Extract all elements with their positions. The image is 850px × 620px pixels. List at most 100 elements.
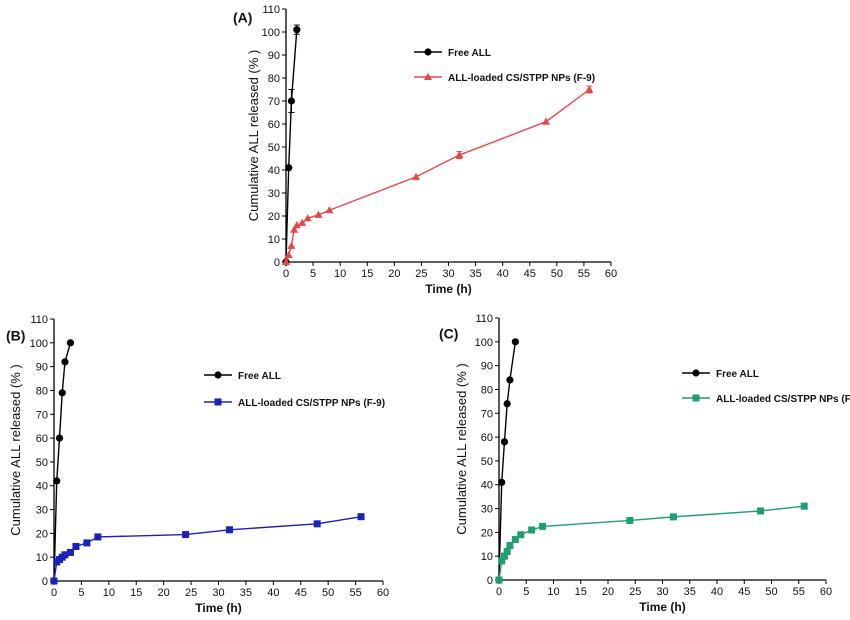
data-point bbox=[285, 164, 293, 172]
series-1 bbox=[282, 24, 301, 266]
x-tick-label: 20 bbox=[388, 268, 400, 280]
x-tick-label: 30 bbox=[442, 268, 454, 280]
data-point bbox=[528, 526, 536, 534]
data-point bbox=[66, 548, 74, 556]
x-tick-label: 40 bbox=[497, 268, 509, 280]
data-point bbox=[800, 502, 808, 510]
data-point bbox=[282, 257, 290, 265]
data-point bbox=[357, 513, 365, 521]
x-tick-label: 45 bbox=[738, 586, 750, 598]
data-point bbox=[585, 85, 594, 93]
y-tick-label: 30 bbox=[36, 505, 48, 517]
x-tick-label: 20 bbox=[602, 586, 614, 598]
x-tick-label: 10 bbox=[547, 586, 559, 598]
y-tick-label: 20 bbox=[36, 528, 48, 540]
x-tick-label: 10 bbox=[103, 587, 115, 599]
data-point bbox=[55, 434, 64, 442]
y-tick-label: 0 bbox=[274, 257, 280, 269]
chart-panel-2: (B) 0 5 10 15 20 25 30 35 40 45 50 55 60 0 10 20 30 40 50 60… bbox=[6, 314, 389, 615]
x-tick-label: 0 bbox=[496, 586, 502, 598]
data-point bbox=[66, 339, 75, 347]
series-line bbox=[285, 29, 298, 263]
data-point bbox=[500, 552, 508, 560]
data-point bbox=[757, 507, 765, 515]
legend-entry: Free ALL bbox=[414, 48, 491, 59]
series-1 bbox=[495, 338, 519, 584]
data-point bbox=[182, 531, 190, 539]
y-tick-label: 70 bbox=[481, 408, 493, 420]
x-tick-label: 60 bbox=[820, 586, 832, 598]
x-tick-label: 30 bbox=[656, 586, 668, 598]
series-line bbox=[53, 342, 72, 582]
legend-marker bbox=[424, 72, 432, 80]
y-tick-label: 20 bbox=[481, 527, 493, 539]
y-tick-label: 60 bbox=[36, 433, 48, 445]
legend-entry: Free ALL bbox=[682, 369, 759, 380]
x-tick-label: 60 bbox=[605, 268, 617, 280]
x-tick-label: 15 bbox=[575, 586, 587, 598]
x-tick-label: 40 bbox=[711, 586, 723, 598]
legend-marker bbox=[214, 371, 222, 379]
x-tick-label: 50 bbox=[551, 268, 563, 280]
y-tick-label: 50 bbox=[268, 142, 280, 154]
y-tick-label: 50 bbox=[481, 456, 493, 468]
data-point bbox=[495, 576, 503, 584]
y-tick-label: 30 bbox=[268, 188, 280, 200]
data-point bbox=[498, 557, 506, 565]
x-tick-label: 5 bbox=[523, 586, 529, 598]
y-tick-label: 30 bbox=[481, 504, 493, 516]
y-tick-label: 90 bbox=[481, 361, 493, 373]
data-point bbox=[53, 477, 61, 485]
data-point bbox=[314, 210, 323, 218]
data-point bbox=[539, 522, 547, 530]
legend-entry: Free ALL bbox=[204, 371, 281, 382]
data-point bbox=[83, 539, 91, 547]
series-2 bbox=[282, 85, 594, 265]
data-point bbox=[506, 541, 514, 549]
legend-label: ALL-loaded CS/STPP NPs (F-9) bbox=[448, 73, 595, 84]
data-point bbox=[412, 172, 420, 180]
x-tick-label: 45 bbox=[524, 268, 536, 280]
data-point bbox=[50, 577, 58, 585]
y-tick-label: 60 bbox=[268, 119, 280, 131]
y-tick-label: 40 bbox=[36, 481, 48, 493]
x-tick-label: 45 bbox=[295, 587, 307, 599]
y-tick-label: 110 bbox=[262, 4, 280, 16]
data-point bbox=[287, 241, 296, 249]
y-tick-label: 0 bbox=[487, 575, 493, 587]
x-axis-title: Time (h) bbox=[425, 282, 471, 296]
legend-label: Free ALL bbox=[448, 48, 491, 59]
x-tick-label: 10 bbox=[334, 268, 346, 280]
panel-label: (C) bbox=[439, 325, 458, 341]
y-tick-label: 40 bbox=[268, 165, 280, 177]
data-point bbox=[61, 551, 69, 559]
y-tick-label: 100 bbox=[475, 337, 493, 349]
data-point bbox=[313, 520, 321, 528]
x-tick-label: 25 bbox=[185, 587, 197, 599]
x-tick-label: 35 bbox=[469, 268, 481, 280]
data-point bbox=[290, 225, 299, 233]
data-point bbox=[58, 389, 66, 397]
y-tick-label: 100 bbox=[30, 338, 48, 350]
data-point bbox=[506, 376, 514, 384]
data-point bbox=[298, 218, 307, 226]
x-tick-label: 40 bbox=[267, 587, 279, 599]
chart-panel-3: (C) 0 5 10 15 20 25 30 35 40 45 50 55 60 0 10 20 30 40 50 60… bbox=[439, 313, 850, 614]
data-point bbox=[500, 438, 509, 446]
data-point bbox=[292, 221, 301, 229]
x-axis-title: Time (h) bbox=[639, 600, 685, 614]
x-tick-label: 55 bbox=[578, 268, 590, 280]
y-tick-label: 70 bbox=[36, 409, 48, 421]
data-point bbox=[503, 547, 511, 555]
series-line bbox=[285, 88, 590, 263]
x-tick-label: 25 bbox=[415, 268, 427, 280]
x-tick-label: 50 bbox=[765, 586, 777, 598]
y-tick-label: 70 bbox=[268, 96, 280, 108]
x-tick-label: 0 bbox=[51, 587, 57, 599]
x-tick-label: 15 bbox=[130, 587, 142, 599]
chart-panel-1: (A) 0 5 10 15 20 25 30 35 40 45 50 55 60 0 10 20 30 40 50 60… bbox=[233, 4, 617, 296]
x-tick-label: 20 bbox=[158, 587, 170, 599]
legend-marker bbox=[214, 398, 222, 406]
legend-marker bbox=[424, 48, 432, 56]
y-tick-label: 80 bbox=[268, 73, 280, 85]
